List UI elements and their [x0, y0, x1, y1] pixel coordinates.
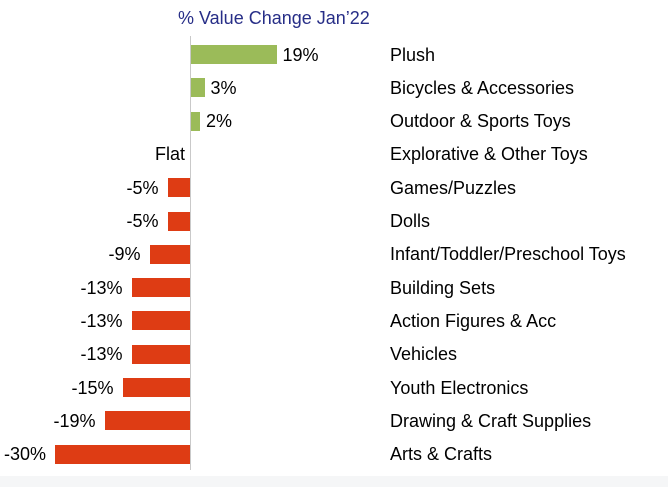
bar	[167, 211, 190, 231]
category-label: Outdoor & Sports Toys	[390, 111, 571, 132]
value-label: -9%	[108, 244, 141, 265]
bar	[191, 45, 277, 64]
bar	[131, 311, 190, 331]
value-label: -13%	[80, 277, 123, 298]
category-label: Games/Puzzles	[390, 177, 517, 198]
category-label: Bicycles & Accessories	[390, 77, 575, 98]
value-label: 3%	[210, 77, 237, 98]
category-label: Action Figures & Acc	[390, 310, 557, 331]
category-label: Building Sets	[390, 277, 496, 298]
value-label: -30%	[3, 444, 46, 465]
bar	[131, 278, 190, 298]
value-label: Flat	[154, 144, 185, 165]
category-label: Plush	[390, 44, 436, 65]
value-label: -15%	[71, 377, 114, 398]
value-label: -13%	[80, 344, 123, 365]
category-label: Drawing & Craft Supplies	[390, 410, 592, 431]
category-label: Youth Electronics	[390, 377, 529, 398]
bar	[55, 444, 190, 464]
category-label: Infant/Toddler/Preschool Toys	[390, 244, 626, 265]
bar	[122, 378, 190, 397]
bar	[191, 78, 205, 98]
category-label: Dolls	[390, 211, 431, 231]
value-axis-line	[190, 36, 191, 470]
bar	[149, 244, 190, 264]
bar	[191, 111, 200, 131]
value-label: 19%	[282, 44, 319, 65]
bar	[104, 411, 190, 431]
bar	[167, 178, 190, 198]
category-label: Vehicles	[390, 344, 458, 365]
bar	[131, 344, 190, 364]
chart-title: % Value Change Jan’22	[178, 8, 370, 28]
value-label: -5%	[126, 177, 159, 198]
value-label: 2%	[206, 111, 233, 132]
value-label: -13%	[80, 310, 123, 331]
category-label: Explorative & Other Toys	[390, 144, 588, 165]
category-label: Arts & Crafts	[390, 444, 493, 465]
bottom-strip	[0, 476, 668, 487]
value-label: -5%	[126, 211, 159, 231]
value-label: -19%	[53, 410, 96, 431]
